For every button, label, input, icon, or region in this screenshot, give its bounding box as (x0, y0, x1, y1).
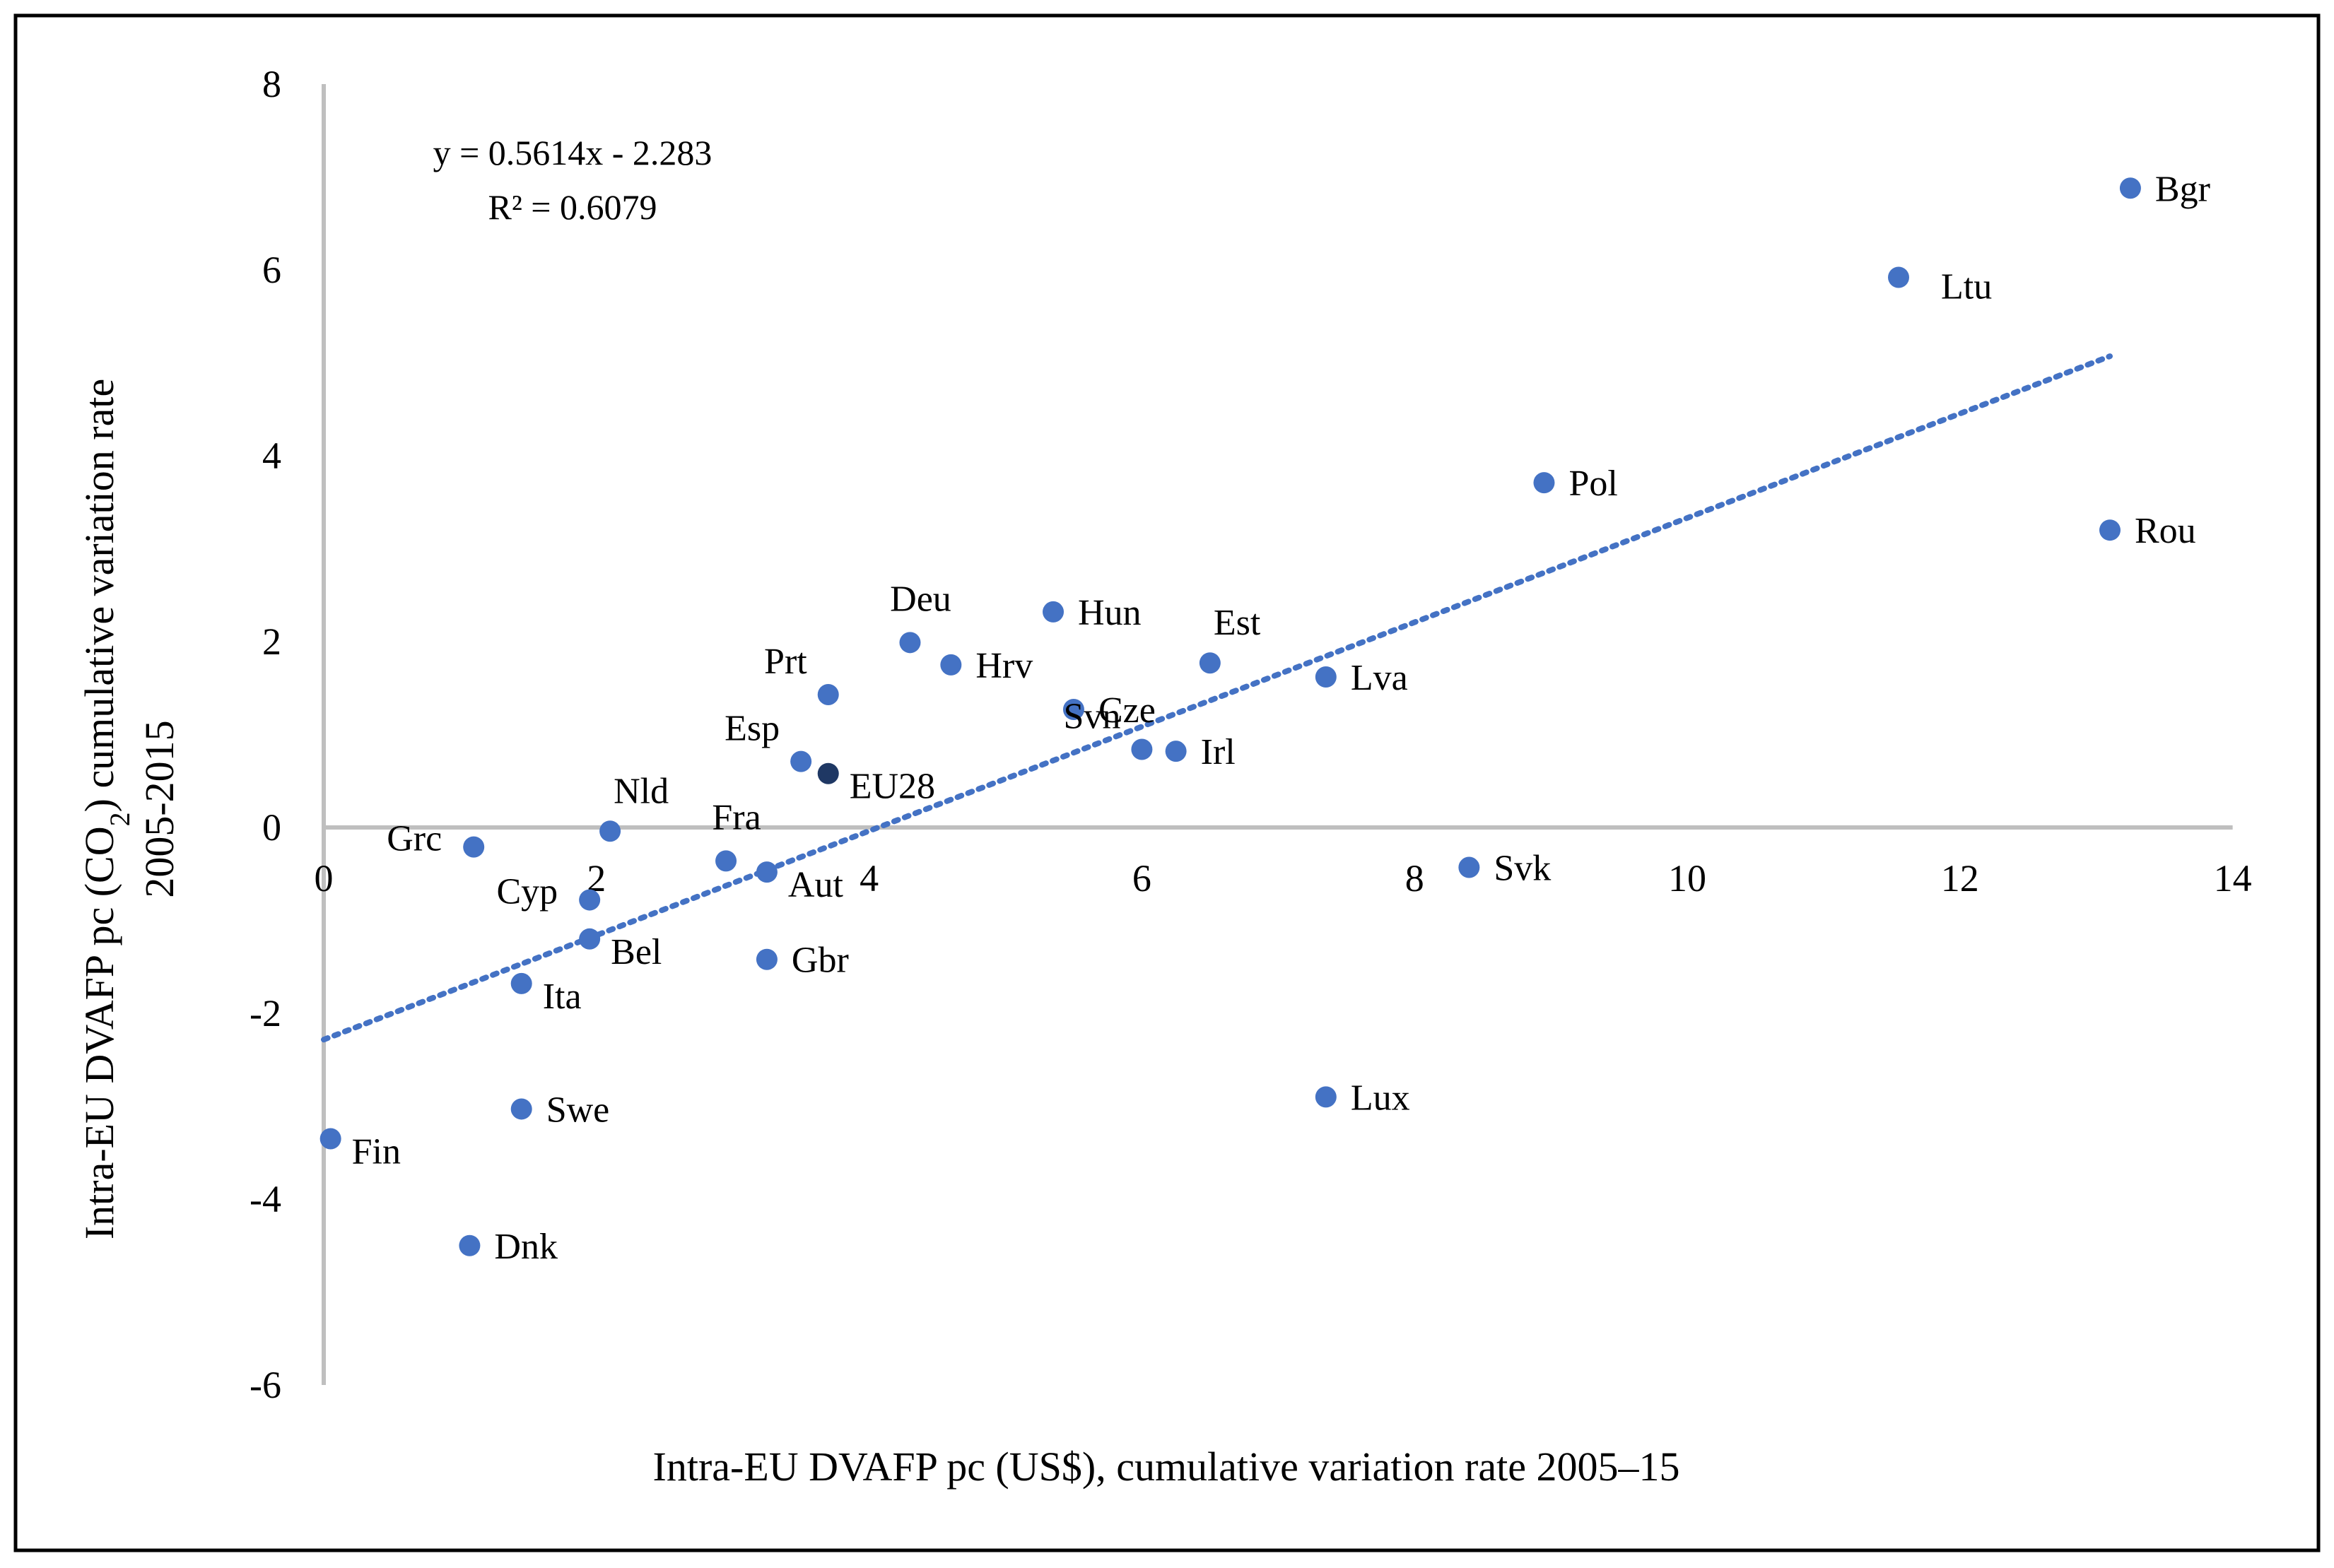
trendline-path (321, 353, 2113, 1043)
data-point-grc[interactable] (463, 836, 485, 858)
point-label-ita: Ita (543, 977, 582, 1017)
point-label-bel: Bel (611, 932, 662, 972)
data-point-nld[interactable] (599, 820, 621, 842)
point-label-eu28: EU28 (850, 767, 935, 807)
data-point-eu28[interactable] (817, 762, 839, 784)
point-label-gbr: Gbr (792, 941, 849, 981)
point-label-cyp: Cyp (496, 872, 558, 912)
y-axis-title-post: ) cumulative variation rate (76, 379, 122, 813)
point-label-irl: Irl (1201, 732, 1236, 772)
point-label-lva: Lva (1351, 658, 1408, 698)
data-point-svn[interactable] (1131, 738, 1153, 760)
data-point-gbr[interactable] (756, 948, 778, 970)
svg-text:Intra-EU DVAFP pc (CO2) cumula: Intra-EU DVAFP pc (CO2) cumulative varia… (76, 379, 136, 1239)
point-label-bgr: Bgr (2155, 169, 2210, 209)
data-point-deu[interactable] (899, 632, 921, 654)
point-label-est: Est (1214, 603, 1261, 643)
point-label-pol: Pol (1568, 464, 1617, 504)
point-label-rou: Rou (2135, 511, 2196, 551)
data-point-dnk[interactable] (459, 1234, 481, 1256)
point-label-svn: Svn (1063, 697, 1120, 737)
x-tick-label: 8 (1405, 857, 1424, 900)
data-point-bel[interactable] (579, 928, 601, 950)
data-point-hun[interactable] (1043, 601, 1065, 623)
data-point-est[interactable] (1199, 652, 1221, 674)
point-label-aut: Aut (788, 865, 844, 905)
x-tick-label: 12 (1941, 857, 1979, 900)
trend-r-squared: R² = 0.6079 (488, 187, 657, 227)
point-label-esp: Esp (725, 709, 780, 749)
y-tick-label: 2 (262, 620, 281, 663)
trendline (321, 353, 2113, 1043)
trend-equation: y = 0.5614x - 2.283 (433, 133, 712, 172)
data-point-fin[interactable] (319, 1128, 341, 1150)
data-points (319, 177, 2141, 1256)
y-tick-label: -4 (250, 1178, 281, 1220)
data-point-hrv[interactable] (940, 654, 962, 676)
y-tick-label: 6 (262, 249, 281, 291)
point-label-cze: Cze (1098, 690, 1156, 731)
data-point-pol[interactable] (1533, 472, 1555, 494)
x-tick-label: 0 (315, 857, 334, 900)
point-label-fin: Fin (352, 1132, 401, 1172)
y-tick-label: 4 (262, 435, 281, 477)
point-label-swe: Swe (546, 1090, 610, 1130)
y-axis-title-line2: 2005-2015 (136, 720, 182, 897)
point-label-hun: Hun (1078, 593, 1142, 633)
data-point-esp[interactable] (790, 750, 812, 772)
data-point-fra[interactable] (715, 850, 737, 872)
y-axis-title: Intra-EU DVAFP pc (CO2) cumulative varia… (76, 379, 182, 1239)
point-label-dnk: Dnk (494, 1227, 558, 1267)
data-point-svk[interactable] (1458, 856, 1480, 878)
data-point-prt[interactable] (817, 683, 839, 705)
y-tick-label: 8 (262, 63, 281, 105)
x-tick-label: 10 (1668, 857, 1706, 900)
y-axis-title-pre: Intra-EU DVAFP pc (CO (76, 826, 122, 1239)
point-label-nld: Nld (614, 771, 669, 811)
point-label-prt: Prt (764, 642, 807, 682)
data-point-lva[interactable] (1315, 666, 1337, 688)
point-label-ltu: Ltu (1941, 267, 1992, 307)
x-tick-label: 4 (860, 857, 879, 900)
data-point-irl[interactable] (1165, 741, 1187, 762)
x-tick-label: 6 (1132, 857, 1151, 900)
x-tick-label: 14 (2214, 857, 2252, 900)
point-label-grc: Grc (387, 819, 442, 859)
point-label-deu: Deu (890, 579, 951, 619)
y-tick-label: -2 (250, 992, 281, 1034)
chart-border (13, 13, 2321, 1552)
data-point-rou[interactable] (2099, 519, 2121, 541)
data-point-lux[interactable] (1315, 1086, 1337, 1108)
data-point-cze[interactable] (1062, 698, 1084, 720)
data-point-bgr[interactable] (2119, 177, 2141, 199)
x-axis-title: Intra-EU DVAFP pc (US$), cumulative vari… (653, 1444, 1680, 1490)
y-tick-label: 0 (262, 806, 281, 849)
point-label-lux: Lux (1351, 1078, 1410, 1118)
y-axis-title-sub: 2 (104, 812, 136, 826)
point-label-svk: Svk (1494, 849, 1551, 889)
data-point-ita[interactable] (510, 972, 532, 994)
data-point-ltu[interactable] (1887, 266, 1909, 288)
point-label-hrv: Hrv (975, 646, 1033, 686)
data-point-aut[interactable] (756, 861, 778, 883)
data-point-cyp[interactable] (579, 889, 601, 911)
data-point-swe[interactable] (510, 1098, 532, 1120)
point-label-fra: Fra (712, 797, 761, 837)
y-tick-label: -6 (250, 1364, 281, 1406)
